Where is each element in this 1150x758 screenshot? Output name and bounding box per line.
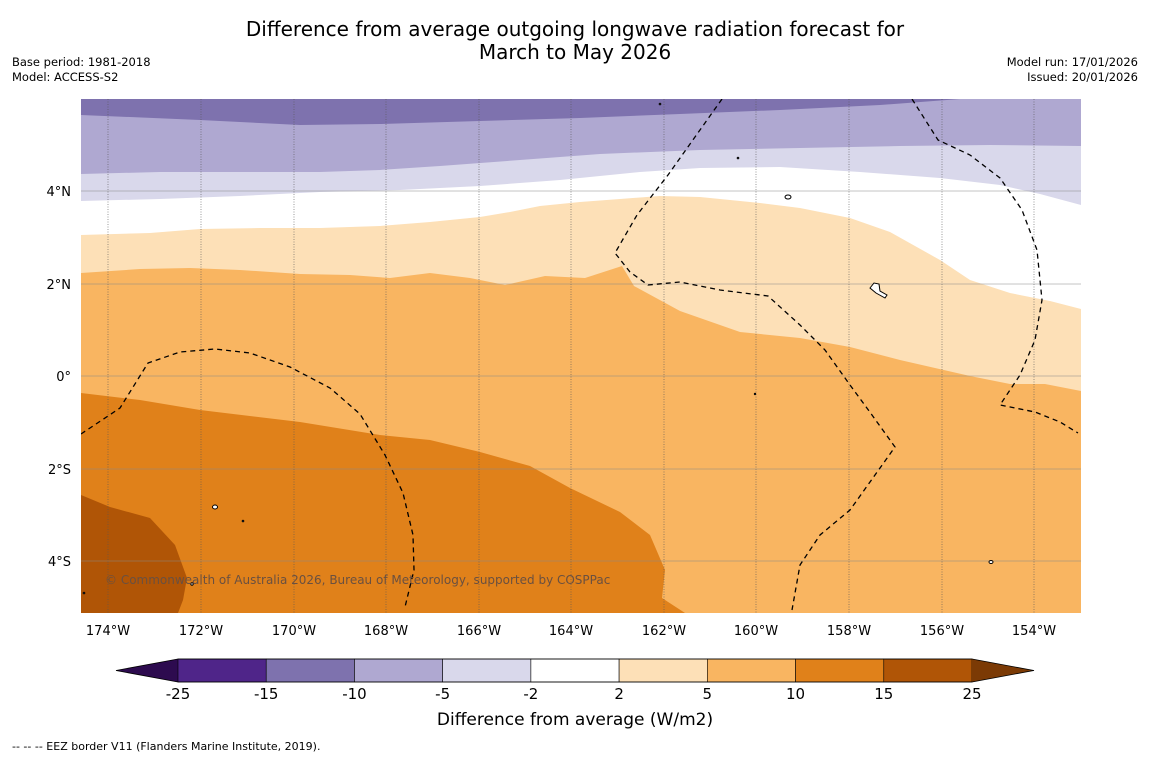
colorbar: -25 -15 -10 -5 -2 2 5 10 15 25 Difference from av… [115, 658, 1035, 730]
model-name: Model: ACCESS-S2 [12, 70, 119, 84]
parallel-lines [81, 190, 1081, 562]
colorbar-extend-low [116, 659, 178, 682]
lat-label: 2°N [47, 278, 72, 293]
island [869, 282, 888, 299]
band-dark-purple [81, 99, 960, 125]
colorbar-ticks: -25 -15 -10 -5 -2 2 5 10 15 25 [166, 685, 982, 703]
x-axis-labels: 174°W 172°W 170°W 168°W 166°W 164°W 162°… [86, 624, 1056, 639]
island [988, 560, 994, 564]
colorbar-extend-high [972, 659, 1034, 682]
title-line-2: March to May 2026 [478, 40, 672, 64]
band-dark-orange [81, 393, 685, 613]
island [82, 591, 86, 595]
colorbar-tick-label: 15 [874, 685, 893, 703]
island [658, 102, 662, 106]
lon-label: 154°W [1012, 624, 1056, 639]
lon-label: 162°W [642, 624, 686, 639]
lon-label: 168°W [364, 624, 408, 639]
island [736, 156, 740, 160]
lat-label: 4°S [48, 555, 71, 570]
island [212, 504, 218, 510]
colorbar-tick-label: 25 [962, 685, 981, 703]
colorbar-tick-label: -25 [166, 685, 191, 703]
colorbar-box [618, 658, 708, 683]
island [753, 392, 757, 396]
lon-label: 174°W [86, 624, 130, 639]
lon-label: 156°W [920, 624, 964, 639]
model-run: Model run: 17/01/2026 [1006, 55, 1138, 69]
base-period: Base period: 1981-2018 [12, 55, 151, 69]
lon-label: 160°W [734, 624, 778, 639]
colorbar-box [177, 658, 267, 683]
issued-date: Issued: 20/01/2026 [1027, 70, 1138, 84]
colorbar-tick-label: -2 [523, 685, 538, 703]
eez-border-central [614, 99, 896, 611]
y-axis-labels: 4°N 2°N 0° 2°S 4°S [47, 185, 72, 570]
eez-legend-note: -- -- -- EEZ border V11 (Flanders Marine… [12, 740, 321, 753]
island [190, 582, 194, 586]
colorbar-box [265, 658, 355, 683]
map-area: © Commonwealth of Australia 2026, Bureau… [81, 99, 1081, 613]
colorbar-boxes [177, 658, 973, 683]
eez-borders [81, 99, 1079, 611]
colorbar-tick-label: -15 [254, 685, 279, 703]
colorbar-tick-label: 10 [786, 685, 805, 703]
island [241, 519, 245, 523]
lon-label: 172°W [179, 624, 223, 639]
meta-right: Model run: 17/01/2026 Issued: 20/01/2026 [1007, 55, 1138, 85]
colorbar-tick-label: 5 [703, 685, 713, 703]
chart-title: Difference from average outgoing longwav… [0, 18, 1150, 64]
island [784, 194, 792, 200]
lon-label: 164°W [549, 624, 593, 639]
colorbar-tick-label: -5 [435, 685, 450, 703]
colorbar-box [530, 658, 620, 683]
colorbar-box [795, 658, 885, 683]
colorbar-box [707, 658, 796, 683]
copyright-text: © Commonwealth of Australia 2026, Bureau… [105, 573, 610, 587]
meridian-lines [107, 99, 1035, 613]
colorbar-box [883, 658, 973, 683]
colorbar-outline [115, 658, 1035, 683]
lon-label: 166°W [457, 624, 501, 639]
lat-label: 4°N [47, 185, 72, 200]
islands [82, 102, 994, 595]
lon-label: 170°W [272, 624, 316, 639]
band-brown [81, 495, 187, 613]
colorbar-box [354, 658, 443, 683]
colorbar-label: Difference from average (W/m2) [437, 710, 713, 730]
lat-label: 2°S [48, 463, 71, 478]
title-line-1: Difference from average outgoing longwav… [245, 17, 905, 41]
meta-left: Base period: 1981-2018 Model: ACCESS-S2 [12, 55, 151, 85]
colorbar-box [442, 658, 532, 683]
lon-label: 158°W [827, 624, 871, 639]
lat-label: 0° [56, 370, 71, 385]
colorbar-tick-label: -10 [342, 685, 367, 703]
colorbar-tick-label: 2 [614, 685, 624, 703]
eez-border-east [911, 99, 1079, 434]
